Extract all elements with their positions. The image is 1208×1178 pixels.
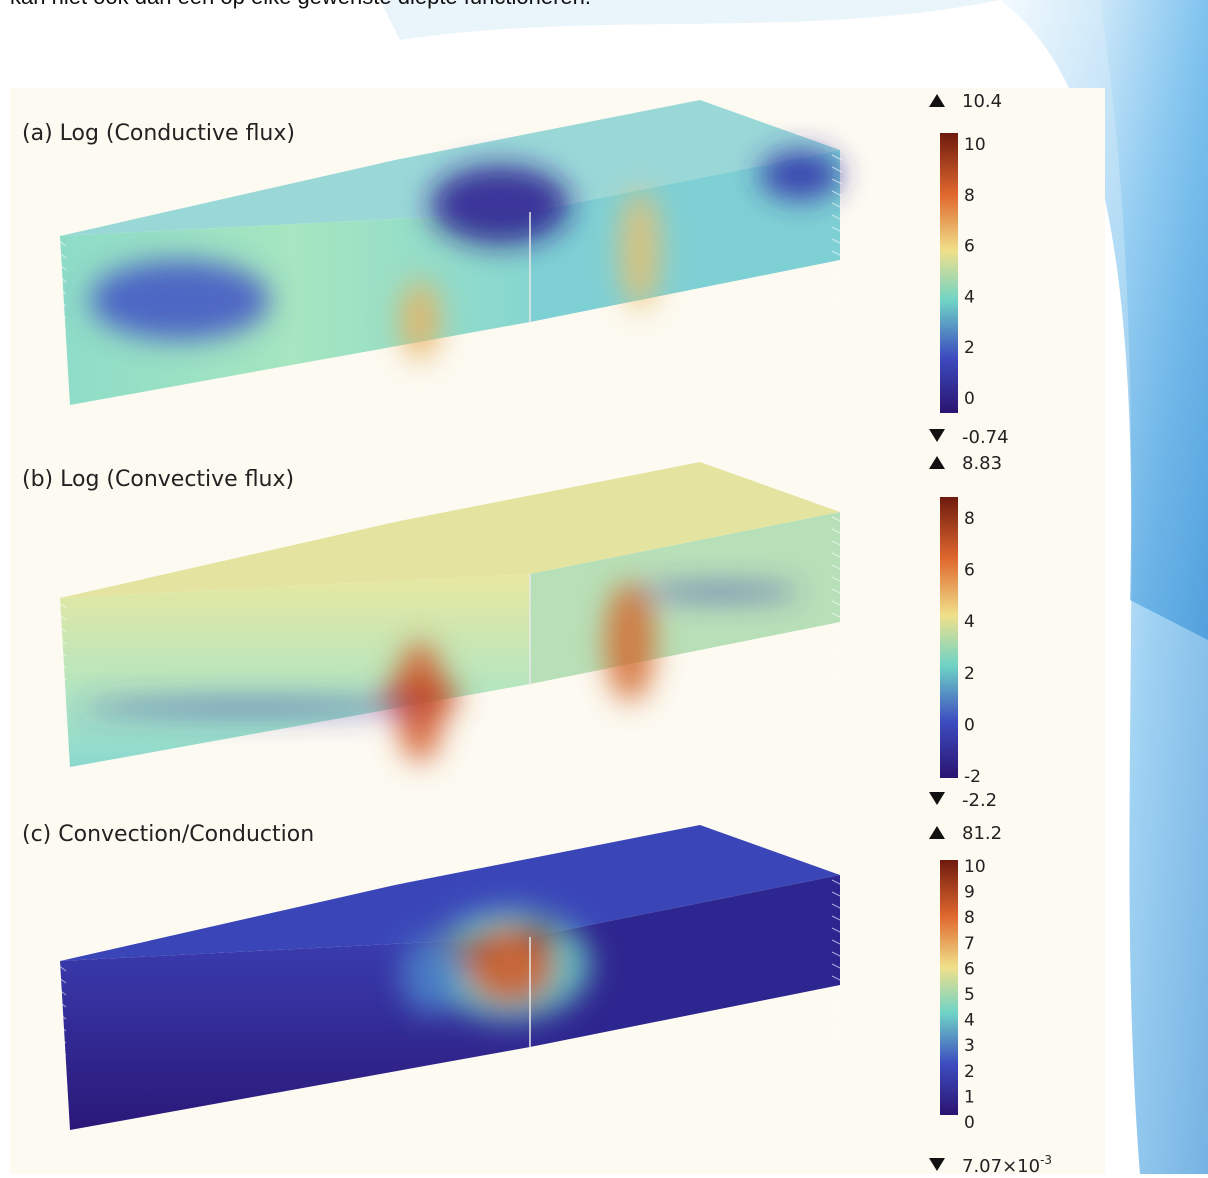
min-label-mantissa: -2.2 bbox=[962, 790, 997, 811]
min-label: -2.2 bbox=[962, 790, 997, 811]
colorbar bbox=[940, 133, 958, 413]
panel-title: (c) Convection/Conduction bbox=[22, 822, 314, 847]
colorbar-tick-label: 9 bbox=[964, 883, 975, 903]
colorbar-tick-label: 7 bbox=[964, 934, 975, 954]
slide: kan niet ook dan een op elke gewenste di… bbox=[0, 0, 1208, 1174]
colorbar-tick-label: 5 bbox=[964, 985, 975, 1005]
colorbar-tick-label: 3 bbox=[964, 1036, 975, 1056]
colorbar-tick-label: 2 bbox=[964, 664, 975, 684]
min-label-mantissa: -0.74 bbox=[962, 427, 1009, 448]
field-patch bbox=[430, 165, 570, 245]
field-patch bbox=[620, 190, 660, 310]
colorbar-tick-label: 6 bbox=[964, 959, 975, 979]
colorbar-tick-label: 2 bbox=[964, 1062, 975, 1082]
colorbar-tick-label: 4 bbox=[964, 612, 975, 632]
colorbar-tick-label: 6 bbox=[964, 237, 975, 257]
field-patch bbox=[80, 701, 420, 713]
colorbar-tick-label: 8 bbox=[964, 186, 975, 206]
min-label-mantissa: 7.07×10 bbox=[962, 1156, 1040, 1174]
min-label: -0.74 bbox=[962, 427, 1009, 448]
min-label: 7.07×10-3 bbox=[962, 1153, 1052, 1174]
field-patch bbox=[522, 923, 558, 947]
min-label-exponent: -3 bbox=[1040, 1153, 1052, 1167]
colorbar-tick-label: 10 bbox=[964, 135, 986, 155]
colorbar-tick-label: 4 bbox=[964, 1011, 975, 1031]
colorbar-tick-label: 0 bbox=[964, 389, 975, 409]
header-text: kan niet ook dan een op elke gewenste di… bbox=[10, 0, 591, 9]
max-label: 10.4 bbox=[962, 91, 1002, 112]
max-label: 8.83 bbox=[962, 453, 1002, 474]
colorbar-tick-label: 10 bbox=[964, 857, 986, 877]
page: kan niet ook dan een op elke gewenste di… bbox=[0, 0, 1208, 1174]
field-patch bbox=[400, 935, 460, 1015]
colorbar bbox=[940, 860, 958, 1115]
panel-title: (b) Log (Convective flux) bbox=[22, 467, 294, 492]
colorbar-tick-label: 2 bbox=[964, 338, 975, 358]
colorbar-tick-label: 0 bbox=[964, 715, 975, 735]
colorbar-tick-label: 8 bbox=[964, 509, 975, 529]
colorbar-tick-label: 8 bbox=[964, 908, 975, 928]
colorbar-tick-label: -2 bbox=[964, 767, 981, 787]
field-patch bbox=[90, 260, 270, 340]
colorbar-tick-label: 0 bbox=[964, 1113, 975, 1133]
field-patch bbox=[605, 582, 655, 702]
colorbar bbox=[940, 497, 958, 778]
colorbar-tick-label: 4 bbox=[964, 287, 975, 307]
colorbar-tick-label: 1 bbox=[964, 1087, 975, 1107]
max-label: 81.2 bbox=[962, 823, 1002, 844]
field-patch bbox=[400, 280, 440, 360]
field-patch bbox=[760, 150, 840, 200]
colorbar-tick-label: 6 bbox=[964, 561, 975, 581]
field-patch bbox=[640, 586, 800, 598]
panel-title: (a) Log (Conductive flux) bbox=[22, 121, 295, 146]
